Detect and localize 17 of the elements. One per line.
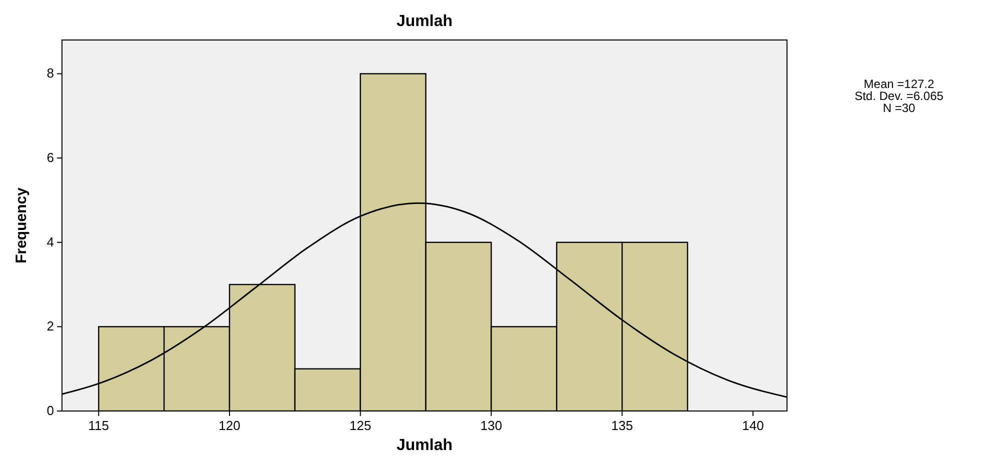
- text: N =30: [882, 101, 916, 115]
- x-tick-label: 115: [88, 418, 110, 433]
- x-axis-title: Jumlah: [396, 437, 453, 454]
- chart-title: Jumlah: [396, 13, 453, 30]
- text: Std. Dev. =6.065: [854, 89, 944, 103]
- y-tick-label: 4: [46, 234, 54, 250]
- y-axis-title: Frequency: [13, 186, 30, 264]
- text: Mean =127.2: [864, 77, 935, 91]
- y-tick-label: 8: [46, 66, 54, 81]
- x-tick-label: 130: [480, 418, 502, 433]
- y-tick-label: 2: [46, 318, 54, 334]
- y-tick-label: 6: [46, 150, 54, 166]
- x-tick-label: 140: [742, 418, 764, 433]
- x-tick-label: 125: [350, 418, 372, 433]
- x-tick-label: 135: [611, 418, 633, 433]
- x-tick-label: 120: [218, 418, 240, 433]
- y-tick-label: 0: [46, 403, 54, 418]
